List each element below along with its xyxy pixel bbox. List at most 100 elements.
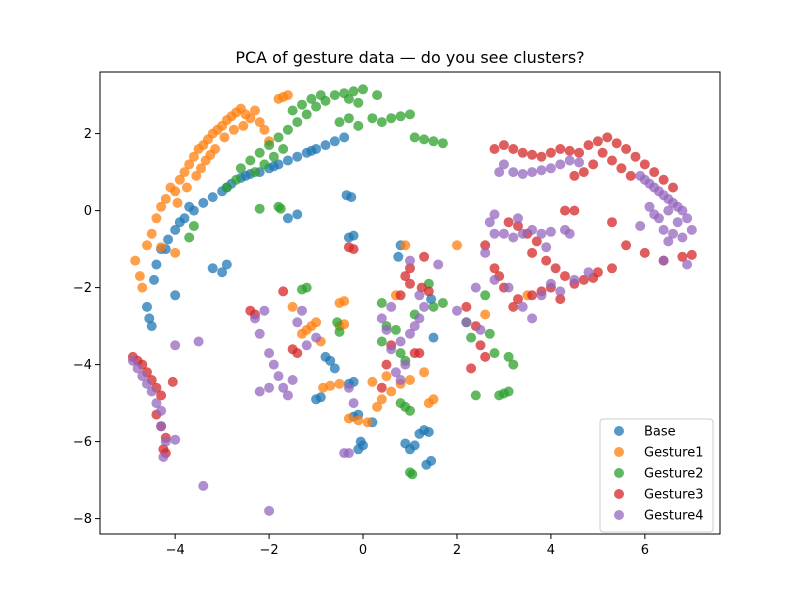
- point-gesture4-47: [527, 313, 538, 324]
- point-gesture2-1: [245, 155, 256, 166]
- point-gesture4-19: [677, 205, 688, 216]
- y-tick-label: 0: [84, 204, 92, 219]
- point-gesture3-63: [395, 290, 406, 301]
- point-gesture1-37: [238, 120, 249, 131]
- point-gesture4-58: [414, 313, 425, 324]
- legend-marker-gesture2: [614, 468, 624, 478]
- point-gesture1-10: [179, 167, 190, 178]
- point-gesture4-72: [343, 382, 354, 393]
- point-gesture3-44: [686, 249, 697, 260]
- point-gesture2-32: [395, 111, 406, 122]
- legend: Base Gesture1 Gesture2 Gesture3 Gesture4: [599, 418, 714, 533]
- point-gesture2-34: [372, 90, 383, 101]
- point-gesture1-36: [228, 124, 239, 135]
- point-gesture3-23: [625, 170, 636, 181]
- point-gesture4-71: [381, 324, 392, 335]
- point-gesture4-32: [658, 255, 669, 266]
- point-base-24: [329, 136, 340, 147]
- point-gesture2-63: [489, 348, 500, 359]
- point-gesture2-12: [348, 86, 359, 97]
- point-gesture3-36: [578, 274, 589, 285]
- point-gesture3-88: [167, 376, 178, 387]
- point-gesture4-45: [503, 282, 514, 293]
- point-gesture3-68: [405, 278, 415, 289]
- point-gesture3-58: [475, 340, 486, 351]
- point-gesture4-105: [264, 505, 275, 516]
- point-gesture2-71: [480, 290, 491, 301]
- point-gesture2-28: [353, 120, 364, 131]
- point-gesture1-59: [372, 401, 383, 412]
- point-gesture3-89: [419, 251, 430, 262]
- point-gesture4-57: [419, 301, 430, 312]
- point-base-20: [292, 151, 303, 162]
- point-gesture1-39: [205, 149, 216, 160]
- point-base-23: [320, 140, 331, 151]
- point-gesture3-6: [545, 147, 556, 158]
- point-base-46: [325, 355, 336, 366]
- point-base-65: [428, 332, 439, 343]
- point-gesture1-27: [259, 124, 270, 135]
- point-gesture2-46: [332, 317, 343, 328]
- point-gesture2-45: [297, 284, 307, 295]
- point-gesture3-62: [400, 271, 411, 282]
- point-gesture3-56: [461, 301, 472, 312]
- point-gesture3-41: [639, 247, 650, 258]
- point-gesture4-28: [672, 217, 683, 228]
- point-gesture4-22: [668, 228, 678, 239]
- point-gesture2-61: [466, 332, 477, 343]
- point-gesture3-87: [158, 444, 169, 455]
- point-gesture2-20: [250, 167, 260, 178]
- point-gesture3-9: [574, 147, 585, 158]
- point-gesture2-60: [405, 467, 415, 478]
- point-gesture3-27: [503, 217, 514, 228]
- point-gesture4-29: [658, 224, 669, 235]
- point-gesture3-13: [611, 138, 622, 149]
- point-gesture3-48: [480, 240, 491, 251]
- point-gesture1-35: [219, 132, 230, 143]
- legend-label-base: Base: [644, 425, 676, 440]
- point-gesture1-64: [419, 367, 430, 378]
- legend-marker-gesture1: [614, 447, 624, 457]
- point-gesture4-81: [287, 375, 298, 385]
- point-gesture1-2: [137, 282, 148, 293]
- point-gesture2-58: [405, 405, 415, 416]
- point-gesture4-96: [142, 378, 152, 389]
- point-gesture4-98: [151, 398, 162, 409]
- point-gesture4-61: [395, 336, 406, 347]
- legend-label-gesture3: Gesture3: [644, 488, 704, 503]
- point-gesture3-28: [513, 221, 523, 231]
- point-gesture2-67: [508, 359, 519, 370]
- point-gesture4-68: [414, 290, 425, 301]
- point-gesture4-60: [405, 328, 415, 339]
- point-gesture3-25: [578, 167, 589, 178]
- point-gesture3-8: [564, 145, 575, 156]
- point-gesture2-25: [231, 174, 242, 185]
- legend-box: [599, 418, 714, 533]
- point-gesture4-26: [644, 201, 655, 212]
- point-gesture4-76: [264, 348, 275, 359]
- point-gesture4-89: [254, 386, 265, 397]
- point-gesture3-93: [508, 301, 519, 312]
- point-gesture4-108: [484, 217, 495, 228]
- point-gesture3-3: [517, 147, 528, 158]
- legend-marker-base: [614, 426, 624, 436]
- point-gesture4-67: [433, 259, 444, 270]
- point-gesture3-34: [560, 271, 570, 282]
- point-gesture1-72: [480, 309, 491, 320]
- point-gesture4-44: [489, 274, 500, 285]
- point-gesture1-11: [184, 159, 195, 170]
- point-gesture2-38: [437, 138, 448, 149]
- point-base-4: [151, 259, 162, 270]
- point-gesture2-22: [268, 151, 279, 162]
- point-gesture4-1: [508, 167, 519, 178]
- point-gesture4-106: [541, 242, 552, 253]
- point-gesture2-15: [353, 97, 364, 108]
- point-gesture4-46: [517, 301, 528, 312]
- point-gesture2-8: [311, 101, 322, 112]
- y-axis-ticks: −8 −6 −4 −2 0 2: [73, 127, 100, 527]
- point-gesture4-77: [268, 359, 279, 370]
- point-gesture4-103: [170, 434, 181, 445]
- point-gesture2-51: [395, 348, 406, 359]
- point-gesture4-101: [160, 436, 171, 447]
